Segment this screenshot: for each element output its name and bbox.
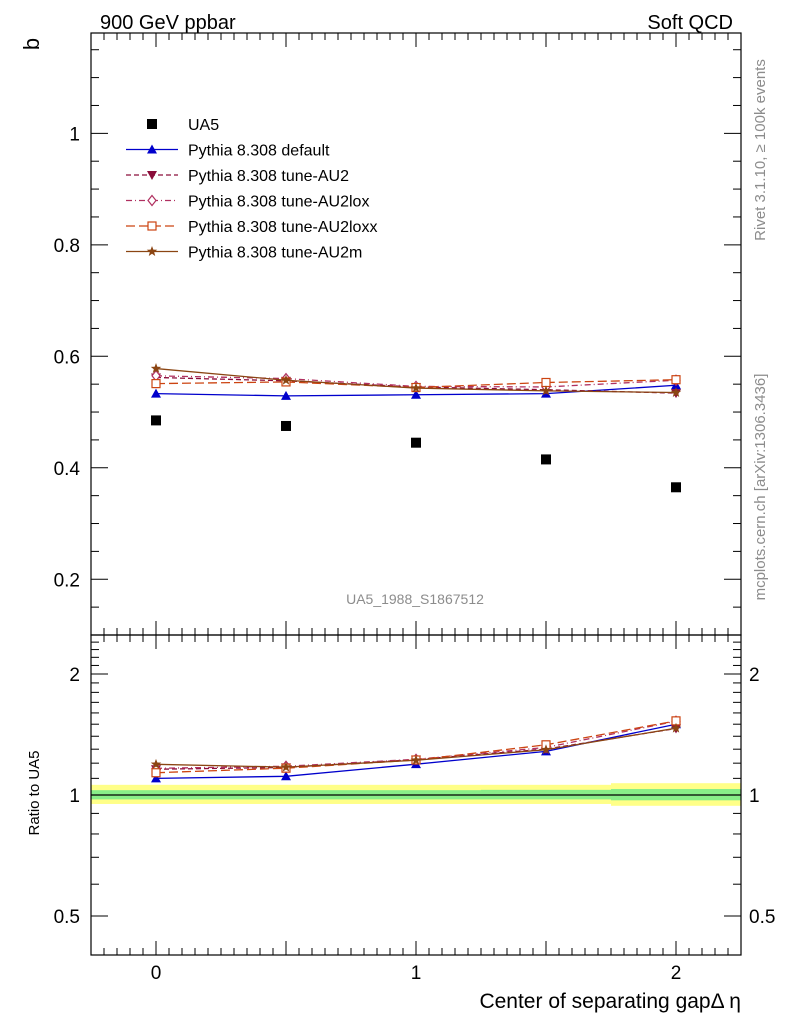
ratio-series-4-point (280, 761, 292, 772)
legend-entry: Pythia 8.308 tune-AU2 (126, 168, 349, 185)
ratio-series-0-point (281, 771, 291, 781)
main-series-0-point-shape (281, 420, 291, 431)
x-tick-label: 0 (151, 963, 162, 984)
main-series-1-point (281, 390, 291, 400)
header-left-title: 900 GeV ppbar (100, 12, 236, 34)
legend-marker-shape (147, 119, 157, 129)
ratio-y-tick-label: 1 (69, 786, 80, 807)
legend-marker (146, 246, 158, 256)
legend-marker-shape (147, 171, 157, 180)
main-series-5-point-shape (410, 382, 422, 393)
ratio-series-0-point-shape (151, 773, 161, 783)
main-series-5-point (540, 385, 552, 396)
main-series-5-point (280, 374, 292, 385)
ratio-series-3-point (151, 768, 161, 778)
header-right-title: Soft QCD (647, 12, 733, 34)
ratio-y-tick-label-right: 0.5 (749, 907, 775, 928)
main-y-tick-label: 0.8 (54, 236, 80, 257)
main-series-4-point (541, 377, 551, 388)
x-axis-label: Center of separating gapΔ η (479, 990, 741, 1013)
ratio-series-4-point (670, 722, 682, 733)
main-series-4-point-shape (151, 379, 161, 389)
legend-label: Pythia 8.308 tune-AU2 (188, 168, 349, 185)
main-series-0-point (671, 482, 681, 493)
legend-marker (147, 171, 157, 180)
ratio-series-3-point-shape (151, 768, 161, 778)
ratio-series-4-point (150, 758, 162, 769)
main-series-4-point-shape (541, 377, 551, 388)
main-series-0-point-shape (541, 454, 551, 465)
legend-label: UA5 (188, 117, 219, 134)
watermark-label: UA5_1988_S1867512 (346, 591, 484, 607)
x-tick-label: 2 (671, 963, 682, 984)
legend-marker-shape (147, 221, 157, 231)
main-series-0-point-shape (151, 415, 161, 426)
main-series-1-point-shape (151, 388, 161, 398)
ratio-series-4-point-shape (150, 758, 162, 769)
legend-marker (147, 194, 157, 207)
legend-marker (147, 221, 157, 231)
legend-marker-shape (147, 194, 157, 207)
legend-entry: Pythia 8.308 tune-AU2m (126, 245, 362, 262)
main-series-5-point (150, 363, 162, 374)
legend-entry: Pythia 8.308 tune-AU2loxx (126, 219, 377, 236)
ratio-y-tick-label-right: 1 (749, 786, 760, 807)
legend-entry: Pythia 8.308 tune-AU2lox (126, 194, 369, 211)
main-series-0-point (281, 420, 291, 431)
legend-label: Pythia 8.308 tune-AU2m (188, 245, 362, 262)
main-series-5-point-shape (670, 387, 682, 397)
legend-marker (147, 144, 157, 154)
main-series-0-point (151, 415, 161, 426)
main-y-tick-label: 0.6 (54, 347, 80, 368)
ratio-series-0-point-shape (281, 771, 291, 781)
ratio-series-4-point (540, 744, 552, 755)
main-series-1-point-shape (281, 390, 291, 400)
main-series-1-point-shape (411, 389, 421, 399)
main-series-0-point (541, 454, 551, 465)
ratio-y-tick-label-right: 2 (749, 665, 760, 686)
main-series-4-point (151, 379, 161, 389)
main-series-5-point (670, 387, 682, 397)
ratio-y-tick-label: 0.5 (54, 907, 80, 928)
legend-marker-shape (146, 246, 158, 256)
main-series-0-point-shape (411, 437, 421, 448)
chart-layer: 0 1 2 0.2 0.4 0.6 0.8 1 0.5 0.5 1 1 2 2 UA5 Pythia 8.30… (54, 32, 775, 984)
main-y-tick-label: 1 (69, 124, 80, 145)
ratio-y-axis-label: Ratio to UA5 (26, 750, 43, 835)
main-series-0-point (411, 437, 421, 448)
ratio-series-4-point (410, 754, 422, 765)
legend-marker-shape (147, 144, 157, 154)
mcplots-side-label: mcplots.cern.ch [arXiv:1306.3436] (752, 374, 769, 601)
legend-marker (147, 119, 157, 129)
legend-label: Pythia 8.308 tune-AU2lox (188, 194, 369, 211)
x-tick-label: 1 (411, 963, 422, 984)
main-series-1-point (151, 388, 161, 398)
rivet-side-label: Rivet 3.1.10, ≥ 100k events (752, 59, 769, 241)
ratio-y-tick-label: 2 (69, 665, 80, 686)
main-series-1-point (411, 389, 421, 399)
main-y-axis-label: b (19, 38, 44, 50)
ratio-series-4-point-shape (540, 744, 552, 755)
main-y-tick-label: 0.4 (54, 459, 81, 480)
legend-entry: Pythia 8.308 default (126, 143, 330, 160)
main-y-tick-label: 0.2 (54, 570, 80, 591)
legend-entry: UA5 (147, 117, 219, 134)
main-series-0-point-shape (671, 482, 681, 493)
main-series-5-point-shape (150, 363, 162, 374)
ratio-series-4-point-shape (280, 761, 292, 772)
ratio-series-0-point (151, 773, 161, 783)
main-series-4-point-shape (671, 375, 681, 385)
ratio-series-4-point-shape (410, 754, 422, 765)
main-series-5-point (410, 382, 422, 393)
main-series-5-point-shape (540, 385, 552, 396)
ratio-series-4-point-shape (670, 722, 682, 733)
legend-label: Pythia 8.308 default (188, 143, 330, 160)
legend-label: Pythia 8.308 tune-AU2loxx (188, 219, 377, 236)
main-series-5-point-shape (280, 374, 292, 385)
main-series-4-point (671, 375, 681, 385)
